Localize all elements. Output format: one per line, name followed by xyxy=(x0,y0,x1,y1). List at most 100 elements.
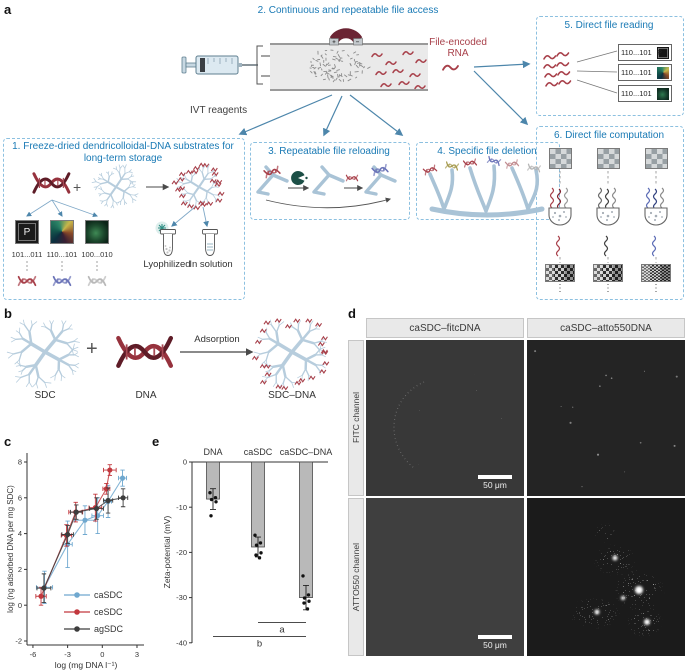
file-image-green xyxy=(85,220,109,244)
svg-text:ceSDC: ceSDC xyxy=(94,607,123,617)
svg-text:3: 3 xyxy=(135,650,139,659)
panel-b-label: b xyxy=(4,306,12,321)
magnet-icon xyxy=(329,28,363,46)
input-image-tile xyxy=(645,148,668,169)
plus-sign: + xyxy=(86,338,98,360)
input-image-tile xyxy=(597,148,620,169)
file-entry: 110...101 xyxy=(618,85,672,102)
bright-clusters xyxy=(594,555,650,625)
output-image-tile xyxy=(545,264,575,282)
micrograph-atto550-fitcdna: 50 μm xyxy=(366,498,524,656)
svg-text:0: 0 xyxy=(183,458,187,467)
box-file-reloading xyxy=(250,142,410,220)
arrow-to-box5 xyxy=(473,60,531,69)
file-entry-code: 110...101 xyxy=(621,68,652,77)
row-header-fitc-channel: FITC channel xyxy=(348,340,364,496)
scale-bar-label: 50 μm xyxy=(483,640,507,650)
in-solution-label: In solution xyxy=(189,259,233,270)
file-encoded-rna-label: File-encoded RNA xyxy=(429,37,487,59)
svg-text:2: 2 xyxy=(18,565,22,574)
output-image-tile xyxy=(641,264,671,282)
column-header-text: caSDC–fitcDNA xyxy=(409,322,481,334)
zeta-potential-chart: 0 -10 -20 -30 -40 Zeta-potential (mV) DNA caSDC… xyxy=(162,447,333,649)
svg-text:-20: -20 xyxy=(176,548,187,557)
lyophilized-label: Lyophilized xyxy=(143,259,191,270)
column-header-text: caSDC–atto550DNA xyxy=(560,322,652,334)
box4-title: 4. Specific file deletion xyxy=(437,146,537,157)
panel-e-label: e xyxy=(152,434,160,449)
svg-text:-10: -10 xyxy=(176,503,187,512)
svg-text:-3: -3 xyxy=(64,650,71,659)
svg-text:agSDC: agSDC xyxy=(94,624,124,634)
svg-text:0: 0 xyxy=(100,650,104,659)
arrow-to-box4 xyxy=(349,94,404,136)
svg-text:Zeta-potential (mV): Zeta-potential (mV) xyxy=(162,515,172,588)
svg-text:caSDC: caSDC xyxy=(244,447,273,457)
micrograph-atto550-atto550dna xyxy=(527,498,685,656)
svg-text:4: 4 xyxy=(18,529,22,538)
file-entry-code: 110...101 xyxy=(621,48,652,57)
svg-text:log (ng adsorbed DNA per mg SD: log (ng adsorbed DNA per mg SDC) xyxy=(6,485,15,613)
file-code: 100...010 xyxy=(81,250,113,259)
svg-text:b: b xyxy=(257,638,262,649)
particle-cluster xyxy=(309,49,371,83)
adsorption-chart: -2 0 2 4 6 8 -6 -3 0 3 log (mg DNA l⁻¹) log (ng ads… xyxy=(6,453,144,670)
box-file-deletion xyxy=(416,142,560,220)
flow-arrows xyxy=(238,60,531,137)
arrow-to-box3 xyxy=(323,95,343,137)
scale-bar xyxy=(478,635,512,639)
sdc-dna-icon xyxy=(251,318,330,391)
box-file-reading xyxy=(536,16,684,116)
plus-sign: + xyxy=(73,179,82,195)
svg-text:a: a xyxy=(279,624,285,635)
row-header-atto550-channel: ATTO550 channel xyxy=(348,498,364,656)
input-image-tile xyxy=(549,148,572,169)
column-header-fitcdna: caSDC–fitcDNA xyxy=(366,318,524,338)
panel-d-label: d xyxy=(348,306,356,321)
column-header-atto550dna: caSDC–atto550DNA xyxy=(527,318,685,338)
ellipsis: ⋮ xyxy=(603,283,613,294)
adsorption-label: Adsorption xyxy=(194,334,240,345)
svg-text:8: 8 xyxy=(18,458,22,467)
svg-text:DNA: DNA xyxy=(203,447,222,457)
file-code: 110...101 xyxy=(46,250,78,259)
panel-c-label: c xyxy=(4,434,12,449)
file-icon-green xyxy=(657,87,669,100)
output-image-tile xyxy=(593,264,623,282)
ellipsis: ⋮ xyxy=(555,283,565,294)
scale-bar xyxy=(478,475,512,479)
file-icon-periodic: P xyxy=(657,46,669,59)
flow-title: 2. Continuous and repeatable file access xyxy=(257,5,439,16)
sdc-icon xyxy=(6,319,80,389)
svg-text:caSDC: caSDC xyxy=(94,590,123,600)
arrow-to-box6 xyxy=(473,70,529,126)
svg-text:-2: -2 xyxy=(15,637,22,646)
file-entry: 110...101 xyxy=(618,64,672,81)
micrograph-fitc-fitcdna: 50 μm xyxy=(366,340,524,496)
box5-title: 5. Direct file reading xyxy=(564,20,654,31)
microfluidic-channel xyxy=(270,43,428,91)
box1-title: 1. Freeze-dried dendricolloidal-DNA subs… xyxy=(12,141,234,164)
file-entry-code: 110...101 xyxy=(621,89,652,98)
file-code: 101...011 xyxy=(11,250,43,259)
box-freeze-dried-substrates xyxy=(3,138,245,300)
ivt-reagents-label: IVT reagents xyxy=(190,105,248,116)
file-image-swirl xyxy=(50,220,74,244)
scale-bar-label: 50 μm xyxy=(483,480,507,490)
svg-text:-30: -30 xyxy=(176,593,187,602)
svg-text:-40: -40 xyxy=(176,638,187,647)
sdc-label: SDC xyxy=(34,390,56,401)
svg-text:0: 0 xyxy=(18,601,22,610)
dna-helix-icon xyxy=(118,338,170,366)
svg-text:caSDC–DNA: caSDC–DNA xyxy=(280,447,333,457)
syringe-icon xyxy=(181,55,258,75)
svg-text:log (mg DNA l⁻¹): log (mg DNA l⁻¹) xyxy=(55,660,118,670)
ellipsis: ⋮ xyxy=(651,283,661,294)
svg-text:6: 6 xyxy=(18,493,22,502)
sdc-dna-label: SDC–DNA xyxy=(268,390,316,401)
micrograph-fitc-atto550dna xyxy=(527,340,685,496)
panel-a-label: a xyxy=(4,2,12,17)
file-entry: 110...101 P xyxy=(618,44,672,61)
svg-text:-6: -6 xyxy=(30,650,37,659)
